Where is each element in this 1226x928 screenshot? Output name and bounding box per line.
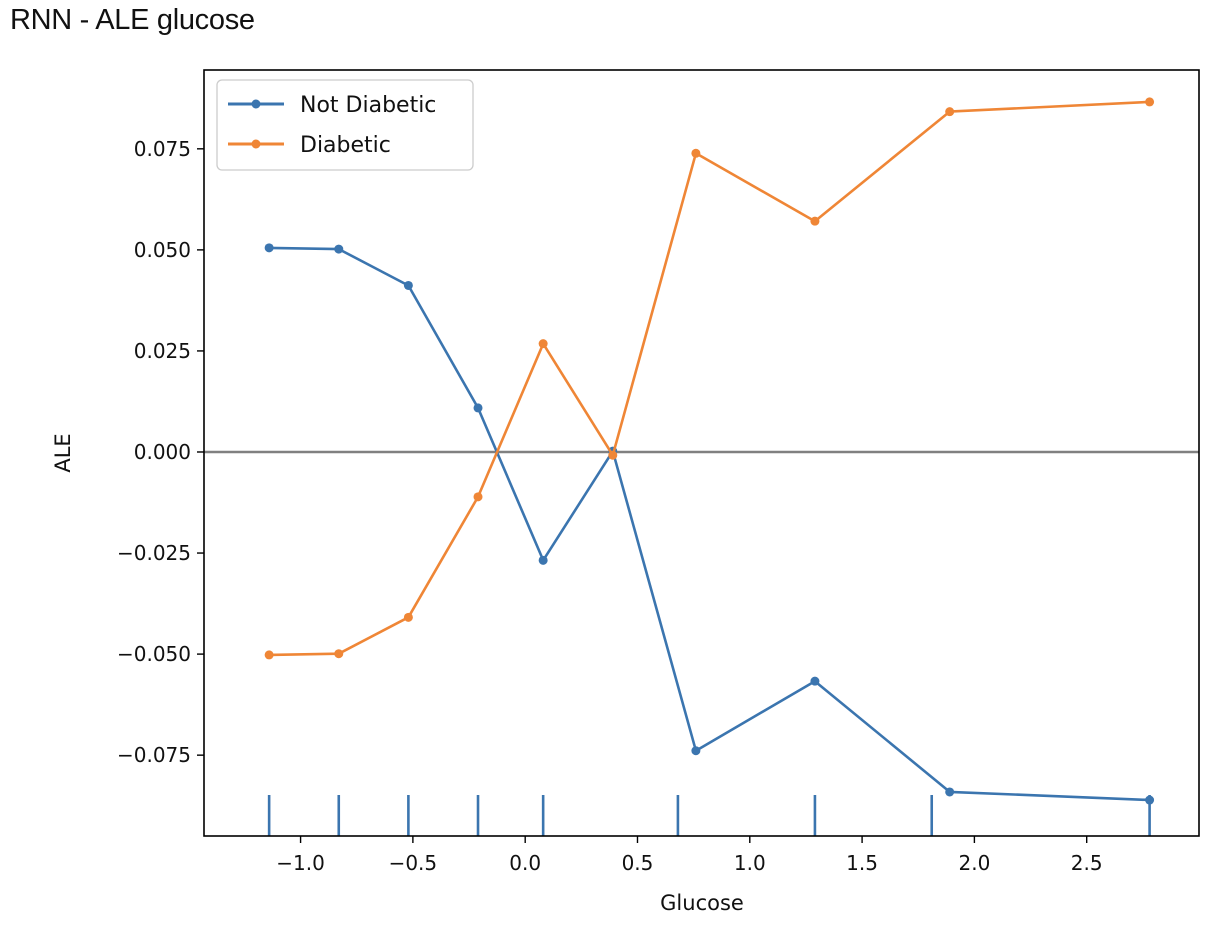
data-point-diabetic-4 [538,339,548,349]
data-point-not-diabetic-9 [1145,795,1155,805]
x-tick-label-0: −1.0 [276,851,325,875]
data-point-not-diabetic-3 [473,403,483,413]
series-layer [264,97,1155,805]
data-point-not-diabetic-2 [403,280,413,290]
data-point-diabetic-7 [810,216,820,226]
data-point-not-diabetic-1 [334,244,344,254]
y-tick-label-6: −0.075 [117,743,191,767]
y-axis-label: ALE [51,433,75,472]
data-point-not-diabetic-4 [538,555,548,565]
y-tick-label-3: 0.000 [134,440,191,464]
x-tick-label-6: 2.0 [958,851,990,875]
x-axis-ticks: −1.0 −0.5 0.0 0.5 1.0 1.5 2.0 2.5 [276,836,1103,875]
legend-marker-diabetic [251,139,261,149]
y-tick-label-1: 0.050 [134,238,191,262]
y-axis-ticks: 0.075 0.050 0.025 0.000 −0.025 −0.050 −0.075 [117,137,204,767]
data-point-diabetic-6 [691,148,701,158]
x-tick-label-5: 1.5 [846,851,878,875]
data-point-diabetic-5 [608,450,618,460]
data-point-diabetic-3 [473,492,483,502]
y-tick-label-5: −0.050 [117,642,191,666]
legend-label-diabetic: Diabetic [300,133,391,158]
series-line-not-diabetic [269,246,1150,802]
data-point-not-diabetic-0 [264,243,274,253]
x-tick-label-3: 0.5 [622,851,654,875]
plot-frame [203,69,1200,837]
legend-marker-not-diabetic [251,99,261,109]
legend: Not Diabetic Diabetic [216,79,474,171]
x-axis-label: Glucose [660,891,744,915]
rug-marks [267,795,1151,836]
y-tick-label-2: 0.025 [134,339,191,363]
data-point-not-diabetic-6 [691,746,701,756]
y-tick-label-0: 0.075 [134,137,191,161]
data-point-diabetic-8 [945,107,955,117]
data-point-diabetic-1 [334,649,344,659]
y-tick-label-4: −0.025 [117,541,191,565]
data-point-not-diabetic-8 [945,787,955,797]
x-tick-label-4: 1.0 [734,851,766,875]
x-tick-label-2: 0.0 [509,851,541,875]
data-point-diabetic-0 [264,650,274,660]
data-point-diabetic-2 [403,612,413,622]
x-tick-label-1: −0.5 [389,851,438,875]
series-line-diabetic [269,100,1150,657]
x-tick-label-7: 2.5 [1071,851,1103,875]
legend-label-not-diabetic: Not Diabetic [300,93,436,118]
data-point-diabetic-9 [1145,97,1155,107]
data-point-not-diabetic-7 [810,676,820,686]
page-title: RNN - ALE glucose [10,4,255,36]
